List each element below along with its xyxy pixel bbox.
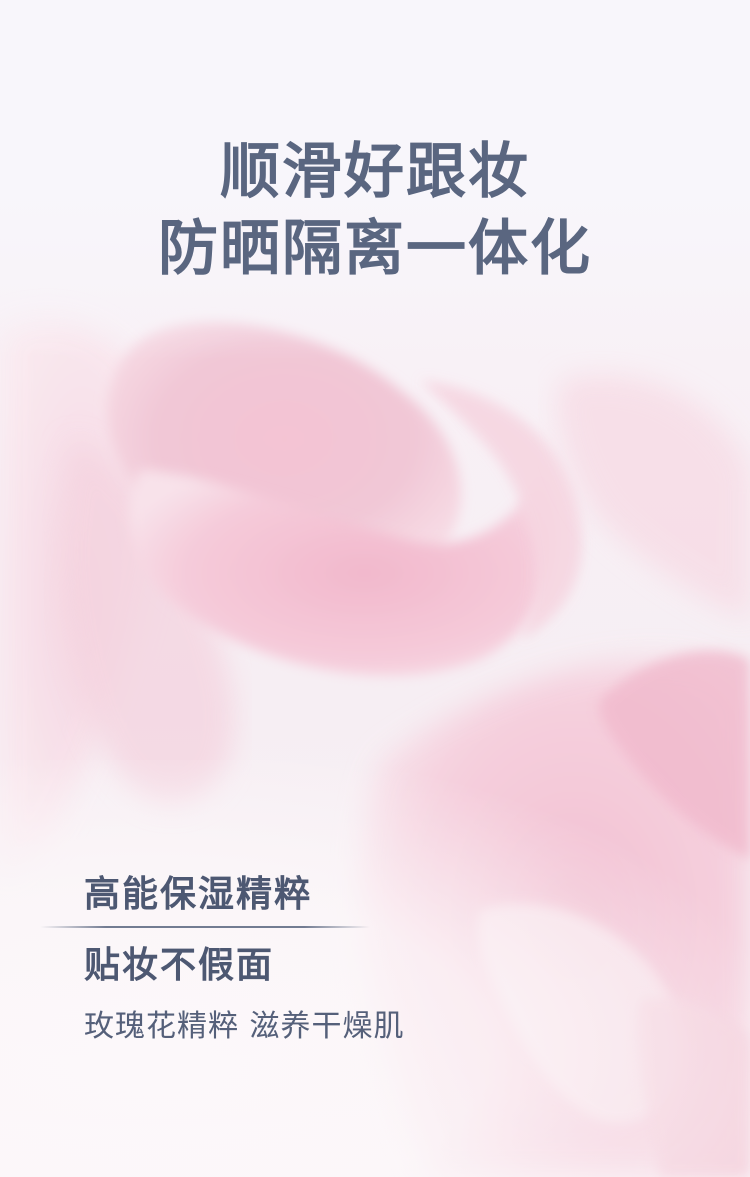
feature-moisture: 高能保湿精粹 [84, 874, 313, 915]
headline-line-1: 顺滑好跟妆 [220, 137, 530, 207]
petal-left-mid [60, 440, 235, 805]
feature-divider [40, 926, 370, 928]
rose-extract-subline: 玫瑰花精粹 滋养干燥肌 [84, 1009, 405, 1044]
petal-main-fold [130, 470, 556, 677]
petal-right-upper [557, 374, 750, 620]
feature-makeup-fit: 贴妆不假面 [84, 945, 275, 986]
bottom-left-fade-overlay [0, 760, 750, 1177]
top-fade-overlay [0, 0, 750, 360]
petal-main-edge [420, 380, 582, 640]
headline-line-2: 防晒隔离一体化 [158, 214, 592, 284]
